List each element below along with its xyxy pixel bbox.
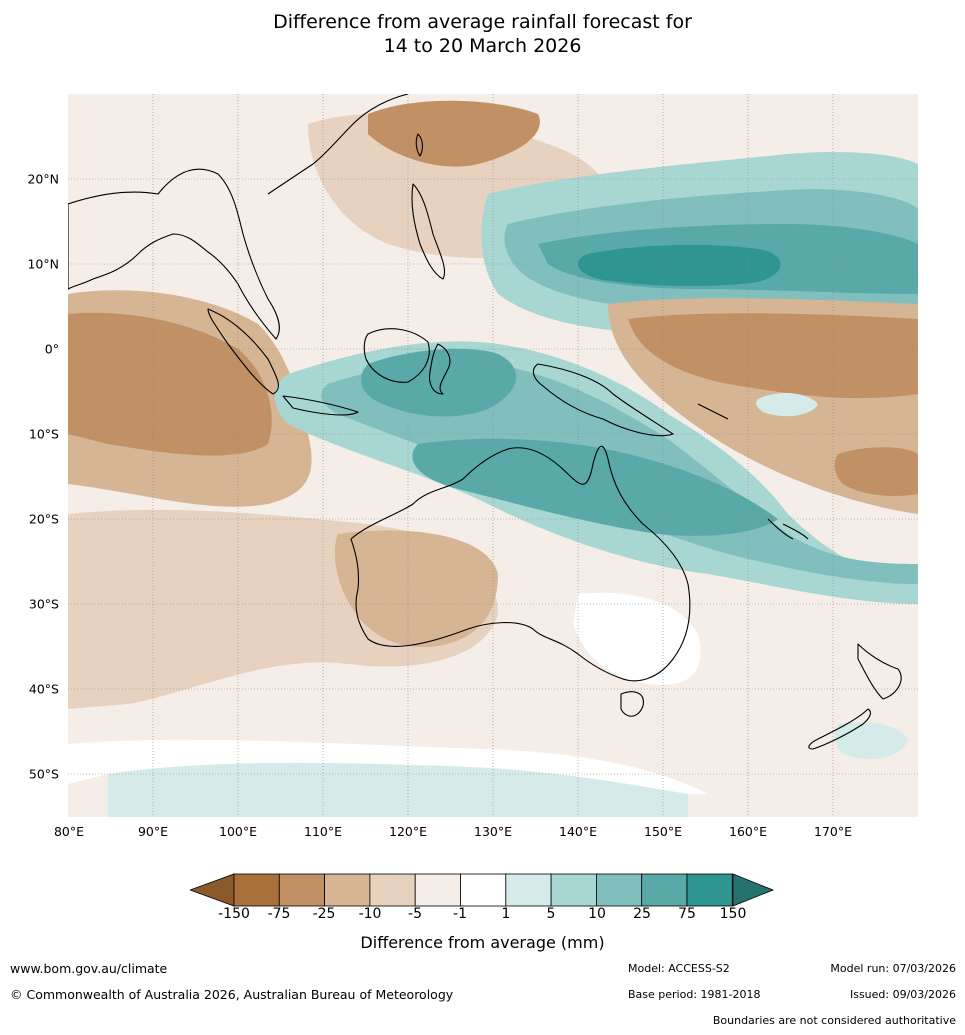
mainland-asia-coastline [68,168,280,340]
colorbar-tick-label: 75 [678,906,696,922]
colorbar-segment [686,873,733,907]
lon-label-120e: 120°E [388,824,428,839]
new-zealand-north-coastline [857,643,902,700]
title-line-1: Difference from average rainfall forecas… [273,11,692,33]
western-australia-dry-core [334,530,498,648]
philippines-coastline [411,183,446,280]
borneo-coastline [363,328,430,383]
south-pacific-dry-core [834,447,918,496]
colorbar-segment [369,873,416,907]
lon-label-90e: 90°E [137,824,169,839]
lat-label-20s: 20°S [28,511,59,527]
southern-ocean-neutral [68,739,708,794]
colorbar-title: Difference from average (mm) [360,933,605,952]
colorbar-tick-label: 25 [633,906,651,922]
lat-label-50s: 50°S [28,766,59,782]
copyright-text: © Commonwealth of Australia 2026, Austra… [10,987,454,1002]
colorbar-tick-label: -1 [453,906,467,922]
colorbar-segment [460,873,507,907]
colorbar-segment [505,873,552,907]
colorbar-tick-label: -10 [358,906,382,922]
lat-label-10n: 10°N [27,256,59,272]
colorbar-tick-label: -75 [267,906,291,922]
colorbar-tick-label: 10 [588,906,606,922]
colorbar-segment [278,873,326,907]
colorbar [190,873,775,907]
disclaimer-text: Boundaries are not considered authoritat… [712,1014,956,1027]
tasman-sea-wet-patch [834,722,908,759]
base-period-text: Base period: 1981-2018 [628,988,761,1001]
lon-label-110e: 110°E [303,824,343,839]
maritime-continent-wet-core [361,348,517,417]
model-text: Model: ACCESS-S2 [628,962,730,975]
model-run-text: Model run: 07/03/2026 [830,962,956,975]
south-china-dry-core [368,100,540,167]
eastern-australia-neutral [573,592,701,685]
new-zealand-south-coastline [808,708,872,750]
issued-text: Issued: 09/03/2026 [849,988,956,1001]
lon-label-170e: 170°E [813,824,853,839]
new-caledonia-coastline [782,523,809,540]
lon-label-80e: 80°E [53,824,85,839]
colorbar-tick-label: 5 [546,906,556,922]
colorbar-tick-label: -25 [312,906,336,922]
indian-ocean-dry-core [68,312,272,456]
java-coastline [282,395,359,416]
colorbar-segment [324,873,371,907]
indochina-coastline [267,94,409,195]
sumatra-coastline [207,308,279,395]
colorbar-tick-label: 1 [501,906,511,922]
chart-title: Difference from average rainfall forecas… [0,10,965,58]
sulawesi-coastline [429,343,451,395]
colorbar-segment [233,873,280,907]
lon-label-100e: 100°E [218,824,258,839]
tasmania-coastline [620,691,644,717]
colorbar-tick-label: 150 [719,906,747,922]
lat-label-30s: 30°S [28,596,59,612]
australia-coastline [350,445,691,682]
lon-label-130e: 130°E [473,824,513,839]
lon-label-160e: 160°E [728,824,768,839]
colorbar-segment [641,873,688,907]
southern-ocean-wet-band [108,762,688,817]
lat-label-40s: 40°S [28,681,59,697]
colorbar-right-arrow [732,873,775,907]
website-link[interactable]: www.bom.gov.au/climate [10,961,168,976]
lat-label-10s: 10°S [28,426,59,442]
solomon-islands-coastline [697,403,729,420]
new-guinea-coastline [532,363,674,437]
coastlines [68,94,902,750]
graticule [68,94,918,817]
colorbar-segments [233,873,733,907]
western-pacific-wet-peak [577,244,781,286]
lon-label-140e: 140°E [558,824,598,839]
colorbar-tick-label: -5 [408,906,422,922]
lon-label-150e: 150°E [643,824,683,839]
equatorial-pacific-dry-core [628,313,918,399]
colorbar-left-arrow [190,873,235,907]
lat-label-20n: 20°N [27,171,59,187]
colorbar-segment [414,873,461,907]
taiwan-coastline [415,133,423,157]
title-line-2: 14 to 20 March 2026 [383,35,582,57]
colorbar-segment [595,873,643,907]
northern-australia-wet-core [412,438,778,536]
vanuatu-coastline [767,518,794,540]
colorbar-tick-label: -150 [218,906,250,922]
rainfall-map [68,94,918,817]
colorbar-segment [550,873,597,907]
fiji-wet-spot [755,392,818,417]
lat-label-0: 0° [44,341,59,357]
map-svg [68,94,918,817]
